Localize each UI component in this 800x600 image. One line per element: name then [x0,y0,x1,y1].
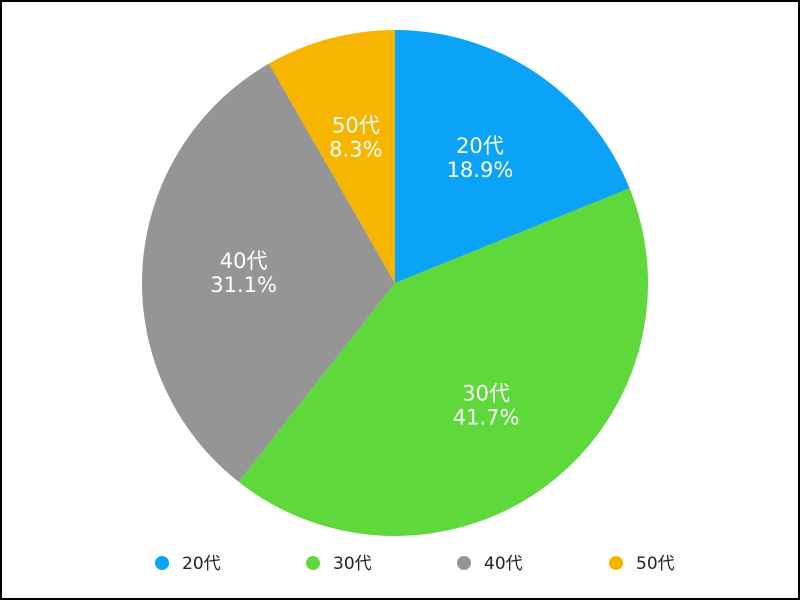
legend-item: 40代 [457,554,523,574]
slice-category-label: 20代 [456,134,504,158]
pie-slice-4 [268,30,395,283]
legend-swatch [457,556,471,570]
legend-swatch [155,556,169,570]
legend-swatch [306,556,320,570]
slice-category-label: 30代 [462,381,510,405]
slice-value-label: 8.3% [329,137,382,161]
pie-slices [141,30,648,537]
legend-label: 40代 [484,554,523,574]
slice-value-label: 18.9% [447,158,514,182]
legend-label: 20代 [182,554,221,574]
slice-value-label: 41.7% [453,405,520,429]
slice-value-label: 31.1% [210,273,277,297]
slice-category-label: 50代 [332,113,380,137]
legend-label: 50代 [636,554,675,574]
slice-category-label: 40代 [220,249,268,273]
legend: 20代 30代 40代 50代 [155,554,675,574]
pie-slice-3 [141,63,395,482]
legend-item: 50代 [609,554,675,574]
pie-slice-1 [395,30,630,283]
legend-label: 30代 [333,554,372,574]
legend-item: 30代 [306,554,372,574]
legend-item: 20代 [155,554,221,574]
legend-swatch [609,556,623,570]
pie-slice-2 [238,188,648,537]
